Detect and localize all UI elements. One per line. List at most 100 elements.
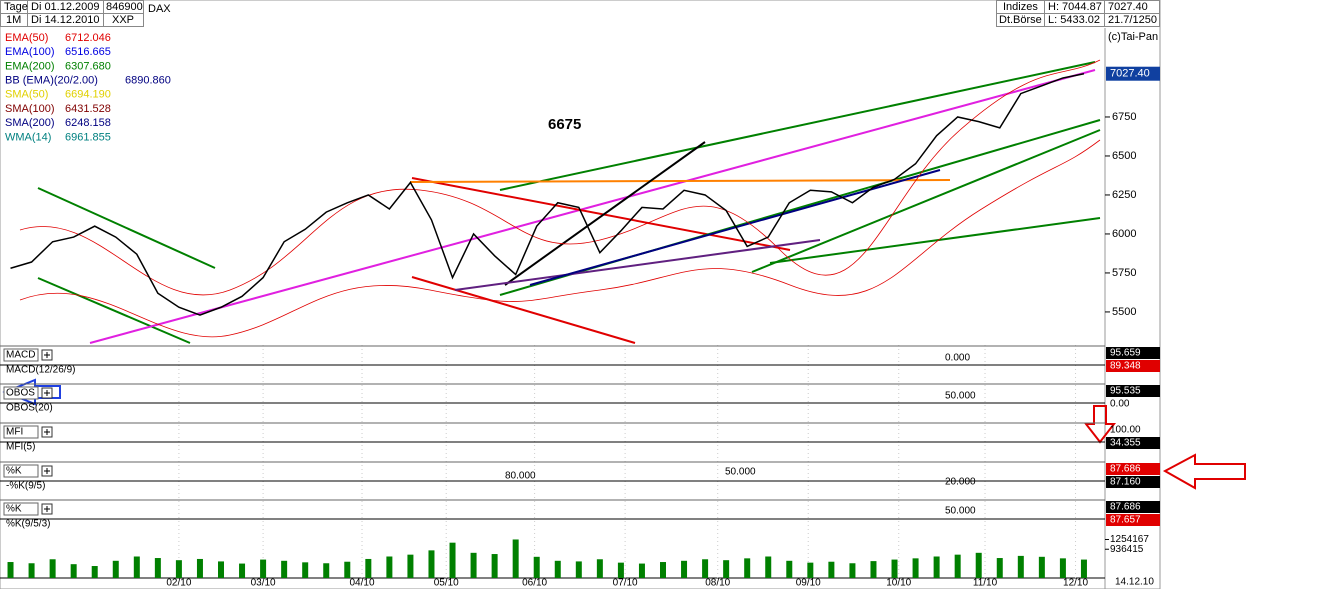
volume-bar xyxy=(407,554,414,578)
indicator-name: WMA(14) xyxy=(5,131,51,143)
volume-bar xyxy=(1038,556,1045,578)
panel-value: 89.348 xyxy=(1110,361,1141,372)
exchange: XXP xyxy=(112,14,134,26)
volume-bar xyxy=(681,560,688,578)
volume-bar xyxy=(344,561,351,578)
panel-setting: %K(9/5/3) xyxy=(6,519,50,530)
x-tick-label: 08/10 xyxy=(705,578,730,589)
volume-bar xyxy=(7,562,14,578)
volume-bar xyxy=(218,561,224,578)
x-tick-label: 02/10 xyxy=(166,578,191,589)
indicator-value: 6694.190 xyxy=(65,89,111,101)
panel-setting: MACD(12/26/9) xyxy=(6,365,75,376)
panel-label-box xyxy=(3,502,39,516)
indicator-value: 6431.528 xyxy=(65,103,111,115)
volume-bar xyxy=(596,559,603,578)
indicator-name: BB (EMA)(20/2.00) xyxy=(5,75,98,87)
volume-bar xyxy=(491,554,498,578)
volume-bar xyxy=(175,560,182,578)
x-tick-label: 11/10 xyxy=(973,578,998,589)
indicator-name: SMA(50) xyxy=(5,89,48,101)
volume-bar xyxy=(702,559,709,578)
volume-bar xyxy=(891,559,898,578)
source: (c)Tai-Pan xyxy=(1108,31,1158,43)
indicator-value: 6961.855 xyxy=(65,131,111,143)
volume-bar xyxy=(1059,558,1066,578)
volume-bar xyxy=(638,563,645,578)
volume-bar xyxy=(196,558,203,578)
panel-level: 50.000 xyxy=(725,467,756,478)
volume-bar xyxy=(912,558,919,578)
y-tick-label: 6000 xyxy=(1112,228,1136,240)
volume-bar xyxy=(765,556,772,578)
panel-toggle-plus xyxy=(44,352,50,358)
volume-bar xyxy=(617,562,624,578)
scale: 21.7/1250 xyxy=(1108,14,1157,26)
panel-value-box xyxy=(1106,501,1160,513)
panel-value: 95.535 xyxy=(1110,386,1141,397)
indicator-name: SMA(100) xyxy=(5,103,55,115)
indicator-value: 6307.680 xyxy=(65,60,111,72)
panel-label-box xyxy=(3,464,39,478)
volume-bar xyxy=(1017,555,1024,578)
volume-bar xyxy=(281,560,288,578)
panel-label-box xyxy=(3,348,39,362)
volume-bar xyxy=(133,556,140,578)
last-price-box xyxy=(1106,66,1160,81)
volume-bar xyxy=(365,558,372,578)
volume-bar xyxy=(575,561,582,578)
volume-bar xyxy=(870,561,877,578)
volume-bar xyxy=(554,560,561,578)
panel-label: MFI xyxy=(6,427,23,438)
panel-value-box xyxy=(1106,476,1160,488)
last-price-label: 7027.40 xyxy=(1110,68,1150,80)
x-tick-label: 03/10 xyxy=(251,578,276,589)
panel-value: 87.160 xyxy=(1110,477,1141,488)
indicator-value: 6890.860 xyxy=(125,75,171,87)
panel-level: 50.000 xyxy=(945,391,976,402)
panel-setting: -%K(9/5) xyxy=(6,481,45,492)
panel-level: 0.000 xyxy=(945,353,970,364)
volume-bar xyxy=(512,539,519,578)
x-tick-label: 12/10 xyxy=(1063,578,1088,589)
volume-bar xyxy=(70,564,77,578)
volume-bar xyxy=(449,542,456,578)
frame xyxy=(0,0,1161,589)
panel-value: 34.355 xyxy=(1110,438,1141,449)
volume-bar xyxy=(386,556,393,578)
y-tick-label: 5750 xyxy=(1112,267,1136,279)
volume-tick-label: 936415 xyxy=(1110,544,1144,555)
panel-value-box xyxy=(1106,463,1160,475)
volume-bar xyxy=(1080,559,1087,578)
high: H: 7044.87 xyxy=(1048,1,1102,13)
x-tick-label: 07/10 xyxy=(613,578,638,589)
volume-tick-label: 1254167 xyxy=(1110,534,1149,545)
panel-value-box xyxy=(1106,385,1160,397)
volume-bar xyxy=(28,563,35,578)
panel-value-box xyxy=(1106,360,1160,372)
volume-bar xyxy=(428,550,435,578)
panel-value-box xyxy=(1106,437,1160,449)
volume-bar xyxy=(112,560,119,578)
panel-setting: MFI(5) xyxy=(6,442,35,453)
panel-value: 87.686 xyxy=(1110,464,1141,475)
interval: 1M xyxy=(6,14,21,26)
x-tick-label: 09/10 xyxy=(796,578,821,589)
volume-bar xyxy=(154,558,161,578)
volume-bar xyxy=(744,558,751,578)
panel-value: 95.659 xyxy=(1110,348,1141,359)
indicator-name: EMA(50) xyxy=(5,32,48,44)
arrow-down-red xyxy=(1083,405,1117,444)
volume-bar xyxy=(49,559,56,578)
volume-bar xyxy=(660,562,666,578)
date-label: 14.12.10 xyxy=(1115,577,1154,588)
volume-bar xyxy=(723,560,730,578)
panel-value-box xyxy=(1106,514,1160,526)
market: Indizes xyxy=(1003,1,1038,13)
last: 7027.40 xyxy=(1108,1,1148,13)
indicator-name: SMA(200) xyxy=(5,117,55,129)
volume-bar xyxy=(849,563,856,578)
x-tick-label: 05/10 xyxy=(434,578,459,589)
panel-value: 0.00 xyxy=(1110,399,1130,410)
